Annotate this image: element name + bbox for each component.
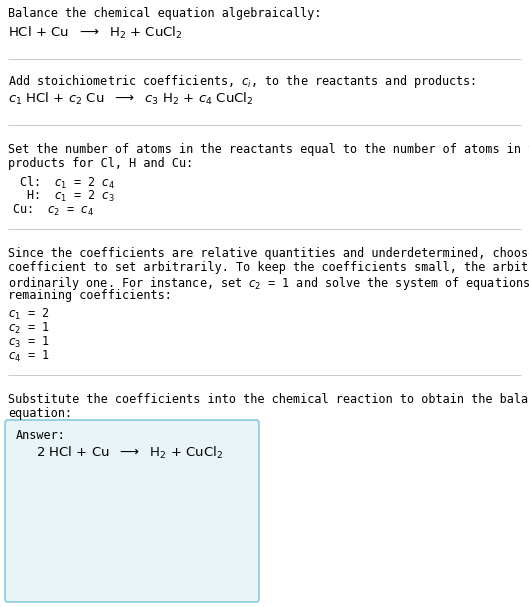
Text: Substitute the coefficients into the chemical reaction to obtain the balanced: Substitute the coefficients into the che… [8, 393, 529, 406]
Text: $c_2$ = 1: $c_2$ = 1 [8, 321, 50, 336]
Text: $c_3$ = 1: $c_3$ = 1 [8, 335, 50, 350]
Text: Balance the chemical equation algebraically:: Balance the chemical equation algebraica… [8, 7, 322, 20]
Text: HCl + Cu  $\longrightarrow$  H$_2$ + CuCl$_2$: HCl + Cu $\longrightarrow$ H$_2$ + CuCl$… [8, 25, 183, 41]
FancyBboxPatch shape [5, 420, 259, 602]
Text: Cl:  $c_1$ = 2 $c_4$: Cl: $c_1$ = 2 $c_4$ [12, 175, 115, 191]
Text: Add stoichiometric coefficients, $c_i$, to the reactants and products:: Add stoichiometric coefficients, $c_i$, … [8, 73, 476, 90]
Text: Since the coefficients are relative quantities and underdetermined, choose a: Since the coefficients are relative quan… [8, 247, 529, 260]
Text: $c_1$ = 2: $c_1$ = 2 [8, 307, 49, 322]
Text: $c_1$ HCl + $c_2$ Cu  $\longrightarrow$  $c_3$ H$_2$ + $c_4$ CuCl$_2$: $c_1$ HCl + $c_2$ Cu $\longrightarrow$ $… [8, 91, 253, 107]
Text: ordinarily one. For instance, set $c_2$ = 1 and solve the system of equations fo: ordinarily one. For instance, set $c_2$ … [8, 275, 529, 292]
Text: products for Cl, H and Cu:: products for Cl, H and Cu: [8, 157, 193, 170]
Text: Set the number of atoms in the reactants equal to the number of atoms in the: Set the number of atoms in the reactants… [8, 143, 529, 156]
Text: equation:: equation: [8, 407, 72, 420]
Text: H:  $c_1$ = 2 $c_3$: H: $c_1$ = 2 $c_3$ [12, 189, 115, 204]
Text: $c_4$ = 1: $c_4$ = 1 [8, 349, 50, 364]
Text: coefficient to set arbitrarily. To keep the coefficients small, the arbitrary va: coefficient to set arbitrarily. To keep … [8, 261, 529, 274]
Text: Answer:: Answer: [16, 429, 66, 442]
Text: 2 HCl + Cu  $\longrightarrow$  H$_2$ + CuCl$_2$: 2 HCl + Cu $\longrightarrow$ H$_2$ + CuC… [36, 445, 223, 461]
Text: remaining coefficients:: remaining coefficients: [8, 289, 172, 302]
Text: Cu:  $c_2$ = $c_4$: Cu: $c_2$ = $c_4$ [12, 203, 94, 218]
